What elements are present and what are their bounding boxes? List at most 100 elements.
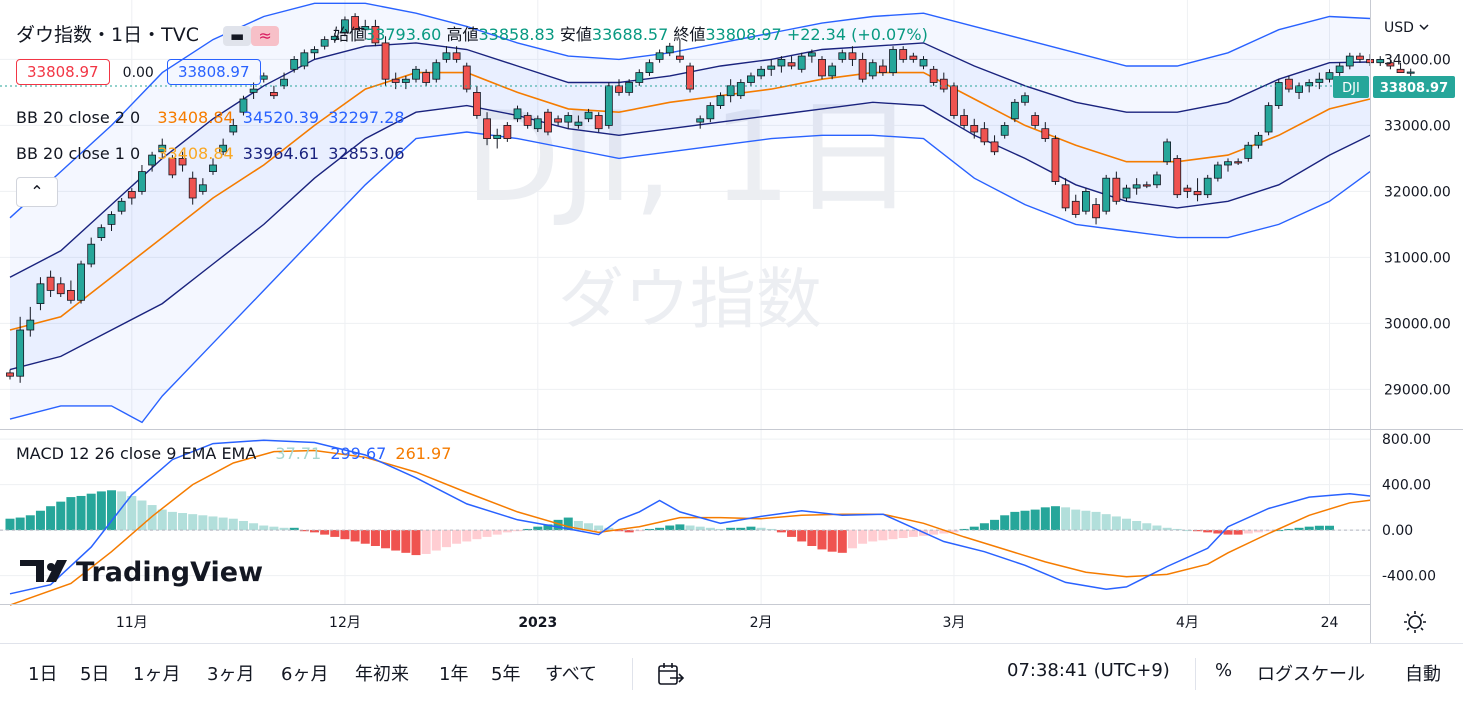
candle (1061, 178, 1070, 212)
auto-scale-toggle[interactable]: 自動 (1405, 664, 1441, 685)
candle (1325, 69, 1334, 83)
timeframe[interactable]: 1日 (111, 24, 143, 46)
candle-body (229, 125, 238, 133)
macd-histogram-bar (675, 524, 685, 531)
candle (422, 69, 431, 86)
range-all[interactable]: すべて (545, 664, 598, 685)
candle-body (320, 39, 329, 47)
candle (980, 122, 989, 146)
candle (838, 49, 847, 63)
candle (97, 224, 106, 241)
bb1-legend[interactable]: BB 20 close 1 0 33408.84 33964.61 32853.… (16, 144, 405, 163)
macd-histogram-bar (949, 530, 959, 533)
macd-histogram-bar (1193, 530, 1203, 532)
macd-histogram-bar (847, 530, 857, 549)
range-1y[interactable]: 1年 (439, 664, 469, 685)
time-tick-label: 2023 (518, 615, 557, 631)
macd-histogram-bar (756, 527, 766, 531)
candle-body (290, 59, 299, 70)
candle-body (330, 35, 339, 40)
macd-histogram-bar (117, 491, 127, 531)
candle-body (432, 62, 441, 80)
candle (16, 316, 25, 383)
high-label: 高値 (446, 25, 479, 44)
candle (401, 75, 410, 90)
candle-body (828, 65, 837, 77)
candle-body (513, 108, 522, 120)
macd-legend[interactable]: MACD 12 26 close 9 EMA EMA 37.71 299.67 … (16, 444, 451, 463)
macd-histogram-bar (452, 530, 462, 544)
candle (736, 79, 745, 99)
candle-body (686, 65, 694, 90)
chevron-down-icon[interactable] (1419, 24, 1429, 31)
candle-body (757, 68, 765, 77)
log-scale-toggle[interactable]: ログスケール (1257, 664, 1365, 685)
candle (117, 198, 126, 215)
candle-body (544, 111, 552, 133)
macd-histogram-bar (502, 530, 512, 533)
compare-badge[interactable]: ▬ (223, 25, 252, 46)
range-1d[interactable]: 1日 (28, 664, 58, 685)
macd-histogram-bar (1000, 515, 1010, 531)
candle (188, 171, 197, 205)
time-axis[interactable]: 11月 12月 2023 2月 3月 4月 24 (116, 615, 1339, 631)
macd-histogram-bar (218, 517, 228, 531)
macd-histogram-bar (553, 519, 563, 531)
macd-histogram-bar (898, 530, 908, 539)
buy-button[interactable]: 33808.97 (166, 59, 261, 85)
candle (412, 66, 420, 83)
macd-histogram-bar (959, 528, 969, 531)
macd-histogram-bar (25, 515, 35, 531)
macd-hist-value: 37.71 (275, 444, 322, 463)
macd-histogram-bar (614, 530, 624, 532)
trade-buttons: 33808.97 0.00 33808.97 (16, 59, 261, 85)
wave-badge[interactable]: ≈ (251, 25, 280, 46)
collapse-legend-button[interactable]: ⌃ (16, 177, 58, 207)
candle-body (1264, 105, 1273, 133)
macd-histogram-bar (167, 511, 177, 531)
macd-histogram-bar (178, 513, 188, 531)
range-6m[interactable]: 6ヶ月 (281, 664, 329, 685)
symbol-legend[interactable]: ダウ指数・1日・TVC ▬ ≈ (16, 20, 280, 47)
candle (1386, 59, 1395, 70)
candle (635, 69, 644, 86)
sell-button[interactable]: 33808.97 (16, 59, 110, 85)
calendar-goto-icon[interactable] (656, 661, 686, 689)
candle (330, 33, 339, 43)
macd-axis[interactable]: 800.00 400.00 0.00 -400.00 (1382, 432, 1436, 584)
candle-body (615, 85, 623, 93)
candle (818, 56, 826, 80)
clock-time[interactable]: 07:38:41 (UTC+9) (1007, 660, 1170, 681)
bb1-label: BB 20 close 1 0 (16, 144, 141, 163)
candle (310, 46, 319, 60)
tradingview-logo[interactable]: TradingView (20, 557, 263, 588)
candle-body (127, 190, 136, 199)
candle (950, 82, 958, 119)
range-3m[interactable]: 3ヶ月 (207, 664, 255, 685)
gear-icon[interactable] (1404, 611, 1426, 633)
candle-body (706, 105, 715, 120)
range-ytd[interactable]: 年初来 (355, 664, 409, 685)
ohlc-legend: 始値33793.60 高値33858.83 安値33688.57 終値33808… (333, 21, 928, 45)
candle-body (341, 19, 349, 34)
macd-histogram-bar (1294, 527, 1304, 531)
range-1m[interactable]: 1ヶ月 (133, 664, 181, 685)
bb2-legend[interactable]: BB 20 close 2 0 33408.84 34520.39 32297.… (16, 108, 405, 127)
watermark-name: ダウ指数 (558, 261, 822, 338)
candle (990, 135, 999, 156)
percent-toggle[interactable]: % (1215, 660, 1233, 681)
macd-histogram-bar (360, 530, 370, 544)
price-axis[interactable]: 34000.00 33000.00 32000.00 31000.00 30000.00… (1384, 52, 1451, 398)
last-price-value: 33808.97 (1380, 81, 1448, 96)
range-5d[interactable]: 5日 (80, 664, 110, 685)
candle-body (371, 25, 380, 44)
range-5y[interactable]: 5年 (491, 664, 521, 685)
symbol-name[interactable]: ダウ指数 (16, 24, 93, 46)
candle (1153, 171, 1161, 189)
currency-label[interactable]: USD (1384, 20, 1414, 36)
candle (615, 79, 623, 96)
candle-body (1102, 177, 1111, 212)
macd-histogram-bar (279, 527, 289, 531)
